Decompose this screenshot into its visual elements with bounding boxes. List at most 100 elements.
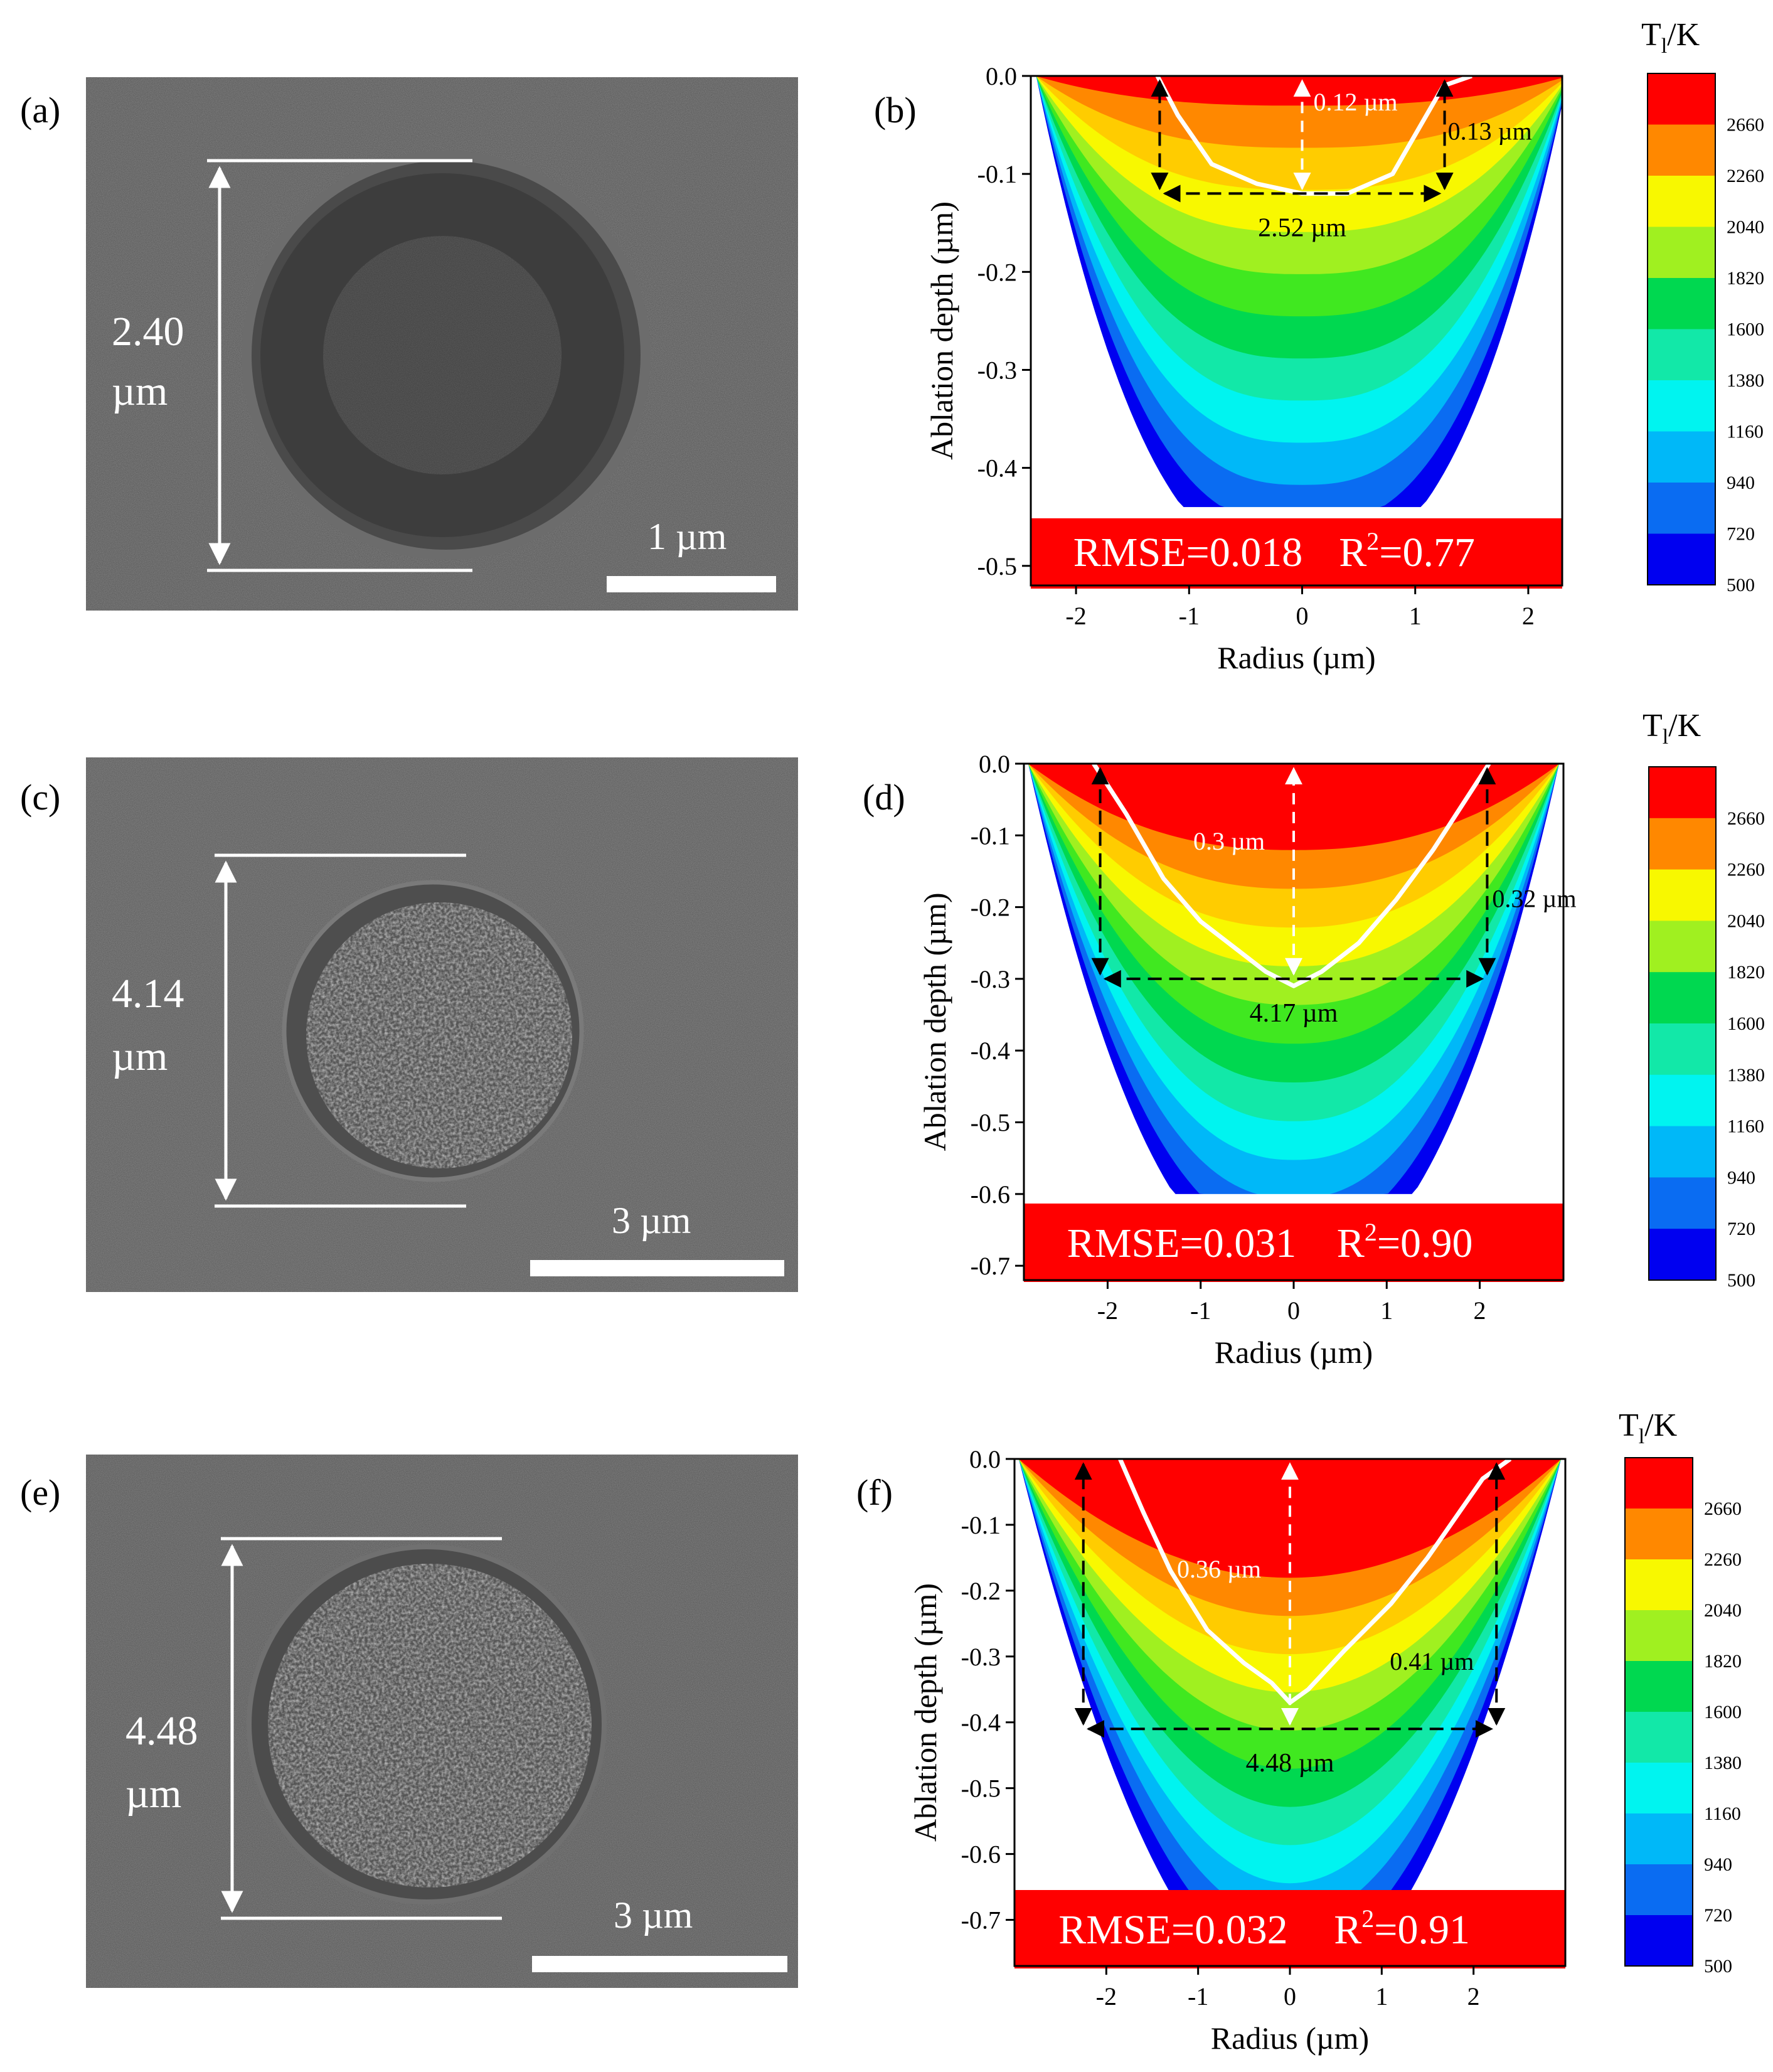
colorbar-tick-label: 1160: [1704, 1803, 1741, 1824]
y-tick-label: -0.3: [977, 356, 1017, 384]
metrics-r2-symbol: R: [1334, 1907, 1361, 1953]
x-axis-label: Radius (µm): [1215, 1335, 1373, 1370]
colorbar-swatch: [1649, 921, 1716, 973]
width-label: 4.17 µm: [1250, 999, 1338, 1028]
colorbar-swatch: [1625, 1559, 1693, 1611]
colorbar-frame: [1624, 1457, 1693, 1967]
colorbar-tick-label: 2040: [1727, 217, 1764, 238]
colorbar-swatch: [1648, 533, 1715, 585]
x-tick-label: -2: [1096, 1982, 1117, 2011]
dimension-unit: µm: [112, 368, 168, 414]
x-axis-label: Radius (µm): [1211, 2021, 1369, 2056]
colorbar-tick-label: 1820: [1727, 268, 1764, 289]
colorbar-tick-label: 1820: [1727, 962, 1765, 983]
y-tick-label: 0.0: [969, 1445, 1001, 1473]
colorbar-swatch: [1648, 483, 1715, 535]
colorbar-tick-label: 940: [1727, 1167, 1755, 1188]
y-tick-label: -0.7: [971, 1252, 1010, 1280]
colorbar-tick-label: 720: [1704, 1905, 1732, 1926]
colorbar-swatch: [1649, 818, 1716, 870]
colorbar-middle: 2660 2260 2040 1820 1600 1380 1160 940 720 500 Tl/…: [1643, 708, 1765, 1291]
x-tick-label: -2: [1097, 1296, 1118, 1325]
colorbar-swatch: [1648, 124, 1715, 176]
colorbar-frame: [1647, 73, 1716, 585]
y-tick-label: -0.1: [977, 160, 1017, 188]
x-tick-label: 0: [1296, 602, 1309, 630]
metrics-r2: R2=0.77: [1339, 527, 1475, 575]
colorbar-swatch: [1649, 869, 1716, 922]
metrics-r2-symbol: R: [1339, 530, 1366, 575]
colorbar-swatch: [1625, 1458, 1693, 1509]
edge-depth-label: 0.32 µm: [1492, 885, 1576, 913]
dimension-value: 2.40: [112, 309, 184, 355]
colorbar-swatch: [1648, 73, 1715, 125]
metrics-rmse: RMSE=0.031: [1067, 1220, 1296, 1266]
colorbar-tick-label: 940: [1704, 1854, 1732, 1875]
colorbar-swatch: [1625, 1661, 1693, 1712]
panel-label: (f): [856, 1472, 893, 1513]
metrics-r2-value: =0.77: [1379, 530, 1475, 575]
metrics-box: [1031, 518, 1562, 589]
colorbar-tick-label: 720: [1727, 524, 1755, 545]
metrics-r2-exponent: 2: [1366, 527, 1379, 555]
x-tick-label: 2: [1522, 602, 1535, 630]
metrics-r2: R2=0.91: [1334, 1904, 1470, 1953]
panel-label-a: (a): [20, 90, 60, 131]
center-depth-label: 0.36 µm: [1177, 1555, 1261, 1583]
y-tick-label: -0.3: [971, 965, 1010, 993]
colorbar-swatch: [1625, 1610, 1693, 1662]
colorbar-swatch: [1649, 1126, 1716, 1178]
colorbar-title-unit: /K: [1667, 17, 1700, 53]
colorbar-swatch: [1649, 1229, 1716, 1281]
colorbar-swatch: [1649, 1177, 1716, 1230]
metrics-r2-symbol: R: [1337, 1220, 1365, 1266]
plot-frame: [1030, 75, 1563, 587]
colorbar-tick-label: 2660: [1727, 115, 1764, 136]
colorbar-top: 2660 2260 2040 1820 1600 1380 1160 940 720 500 Tl/…: [1641, 17, 1764, 595]
colorbar-tick-label: 1160: [1727, 422, 1764, 442]
colorbar-swatch: [1649, 1023, 1716, 1076]
colorbar-title-symbol: T: [1643, 708, 1663, 744]
y-tick-label: -0.5: [961, 1775, 1001, 1803]
colorbar-title-subscript: l: [1661, 35, 1667, 58]
colorbar-swatch: [1648, 176, 1715, 228]
colorbar-tick-label: 1160: [1727, 1116, 1764, 1137]
dimension-unit: µm: [112, 1033, 168, 1079]
y-tick-label: -0.6: [961, 1840, 1001, 1869]
y-tick-label: -0.1: [971, 821, 1010, 850]
colorbar-tick-label: 1380: [1704, 1753, 1742, 1773]
colorbar-swatch: [1648, 329, 1715, 381]
metrics-r2-value: =0.91: [1374, 1907, 1470, 1953]
colorbar-tick-label: 2260: [1727, 166, 1764, 186]
x-tick-label: 1: [1409, 602, 1422, 630]
y-axis-label: Ablation depth (µm): [924, 201, 959, 460]
colorbar-title: Tl/K: [1643, 708, 1701, 749]
colorbar-swatch: [1625, 1763, 1693, 1814]
colorbar-tick-label: 2660: [1727, 808, 1765, 829]
panel-label-e: (e): [20, 1472, 60, 1513]
colorbar-tick-label: 500: [1727, 1270, 1755, 1291]
colorbar-tick-label: 940: [1727, 473, 1755, 493]
scale-bar-label: 3 µm: [614, 1894, 693, 1936]
x-tick-label: 2: [1474, 1296, 1486, 1325]
edge-depth-label: 0.41 µm: [1390, 1647, 1474, 1675]
colorbar-swatch: [1649, 1074, 1716, 1127]
colorbar-title: Tl/K: [1641, 17, 1700, 58]
metrics-r2: R2=0.90: [1337, 1218, 1473, 1266]
y-tick-label: -0.6: [971, 1180, 1010, 1209]
colorbar-bottom: 2660 2260 2040 1820 1600 1380 1160 940 720 500 Tl/…: [1619, 1407, 1742, 1977]
y-tick-label: -0.4: [961, 1709, 1001, 1737]
colorbar-title-unit: /K: [1644, 1407, 1677, 1443]
colorbar-tick-label: 1820: [1704, 1651, 1742, 1672]
colorbar-swatch: [1625, 1712, 1693, 1763]
dimension-value: 4.48: [125, 1708, 198, 1754]
colorbar-tick-label: 1380: [1727, 1065, 1765, 1086]
colorbar-frame: [1648, 766, 1717, 1281]
sem-panel-c: (c) 4.14 µm 3 µm: [20, 757, 798, 1292]
y-tick-label: 0.0: [986, 62, 1017, 90]
y-tick-label: -0.4: [971, 1037, 1010, 1065]
metrics-box: [1024, 1204, 1563, 1282]
colorbar-swatch: [1649, 972, 1716, 1024]
